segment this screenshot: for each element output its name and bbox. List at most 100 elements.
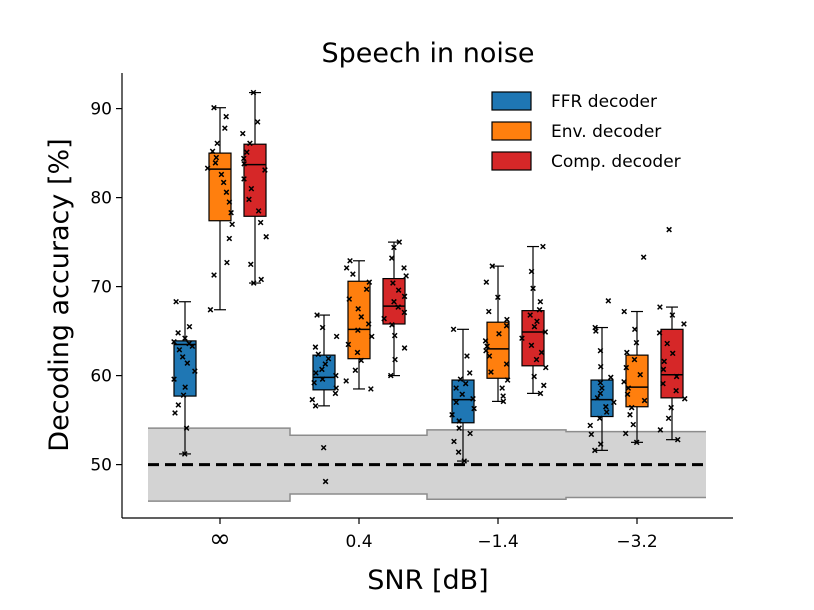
box-iqr xyxy=(590,379,614,418)
x-axis-label: SNR [dB] xyxy=(367,565,488,596)
data-point xyxy=(319,324,326,331)
data-point xyxy=(207,306,214,313)
data-point xyxy=(333,385,340,391)
data-point xyxy=(681,321,687,327)
data-point xyxy=(592,324,598,331)
data-point xyxy=(226,199,233,205)
box-iqr xyxy=(521,310,545,367)
data-point xyxy=(240,155,247,162)
data-point xyxy=(489,263,496,269)
data-point xyxy=(500,398,507,405)
data-point xyxy=(175,402,182,408)
data-point xyxy=(503,322,510,329)
data-point xyxy=(462,380,469,387)
data-point xyxy=(355,327,361,334)
data-point xyxy=(218,171,225,178)
data-point xyxy=(254,119,261,125)
data-point xyxy=(184,360,191,366)
data-point xyxy=(250,280,257,286)
data-point xyxy=(211,272,217,278)
data-point xyxy=(633,339,640,346)
data-point xyxy=(262,167,268,173)
data-point xyxy=(183,425,190,431)
data-point xyxy=(229,221,236,228)
data-point xyxy=(669,350,676,357)
data-point xyxy=(669,312,676,318)
data-point xyxy=(597,379,604,386)
data-point xyxy=(519,335,525,342)
chance-band-lower-edge xyxy=(148,493,706,502)
data-point xyxy=(347,257,353,264)
data-point xyxy=(320,444,327,451)
data-point xyxy=(504,316,510,323)
y-tick-label: 70 xyxy=(90,278,112,298)
data-point xyxy=(540,243,546,250)
data-point xyxy=(395,287,402,293)
data-point xyxy=(223,189,230,196)
data-point xyxy=(664,340,671,347)
data-point xyxy=(459,391,466,398)
data-point xyxy=(354,349,361,356)
data-point xyxy=(637,371,644,378)
box-iqr xyxy=(625,354,649,408)
data-point xyxy=(464,353,470,359)
data-point xyxy=(607,374,614,381)
data-point xyxy=(319,366,325,373)
data-point xyxy=(401,345,408,351)
data-point xyxy=(597,363,604,370)
data-point xyxy=(666,226,672,233)
data-point xyxy=(226,235,233,242)
legend-label: Env. decoder xyxy=(551,122,661,142)
data-point xyxy=(391,332,398,339)
data-point xyxy=(597,390,604,397)
data-point xyxy=(536,306,543,313)
data-point xyxy=(228,209,234,216)
data-point xyxy=(602,403,609,410)
box-iqr xyxy=(347,280,371,360)
data-point xyxy=(594,395,601,401)
data-point xyxy=(391,298,397,305)
data-point xyxy=(223,113,229,120)
data-point xyxy=(641,397,648,404)
data-point xyxy=(355,306,362,312)
data-point xyxy=(499,385,505,391)
data-point xyxy=(621,308,628,315)
data-point xyxy=(181,451,188,457)
box-iqr xyxy=(243,143,267,217)
data-point xyxy=(533,356,540,363)
data-point xyxy=(625,385,632,391)
data-point xyxy=(403,273,409,279)
data-point xyxy=(673,373,680,380)
data-point xyxy=(365,321,372,327)
data-point xyxy=(401,265,407,271)
data-point xyxy=(528,268,535,275)
data-point xyxy=(453,399,460,406)
data-point xyxy=(624,391,631,398)
data-point xyxy=(220,179,227,186)
y-tick-label: 60 xyxy=(90,367,112,387)
data-point xyxy=(661,358,668,365)
data-point xyxy=(368,386,374,392)
data-point xyxy=(665,415,672,422)
data-point xyxy=(482,338,489,344)
data-point xyxy=(587,422,594,429)
data-point xyxy=(214,140,221,147)
box-iqr xyxy=(451,379,475,424)
data-point xyxy=(622,430,629,437)
data-point xyxy=(456,425,462,431)
data-point xyxy=(657,427,664,433)
data-point xyxy=(401,293,408,300)
data-point xyxy=(531,373,538,380)
data-point xyxy=(496,330,502,337)
data-point xyxy=(186,340,192,347)
data-point xyxy=(248,185,255,192)
data-point xyxy=(212,160,219,166)
chart-title: Speech in noise xyxy=(321,38,534,69)
data-point xyxy=(390,280,396,286)
data-point xyxy=(315,351,322,358)
data-point xyxy=(333,333,340,340)
data-point xyxy=(319,376,326,382)
data-point xyxy=(182,335,188,342)
data-point xyxy=(537,390,544,397)
data-point xyxy=(244,149,250,156)
